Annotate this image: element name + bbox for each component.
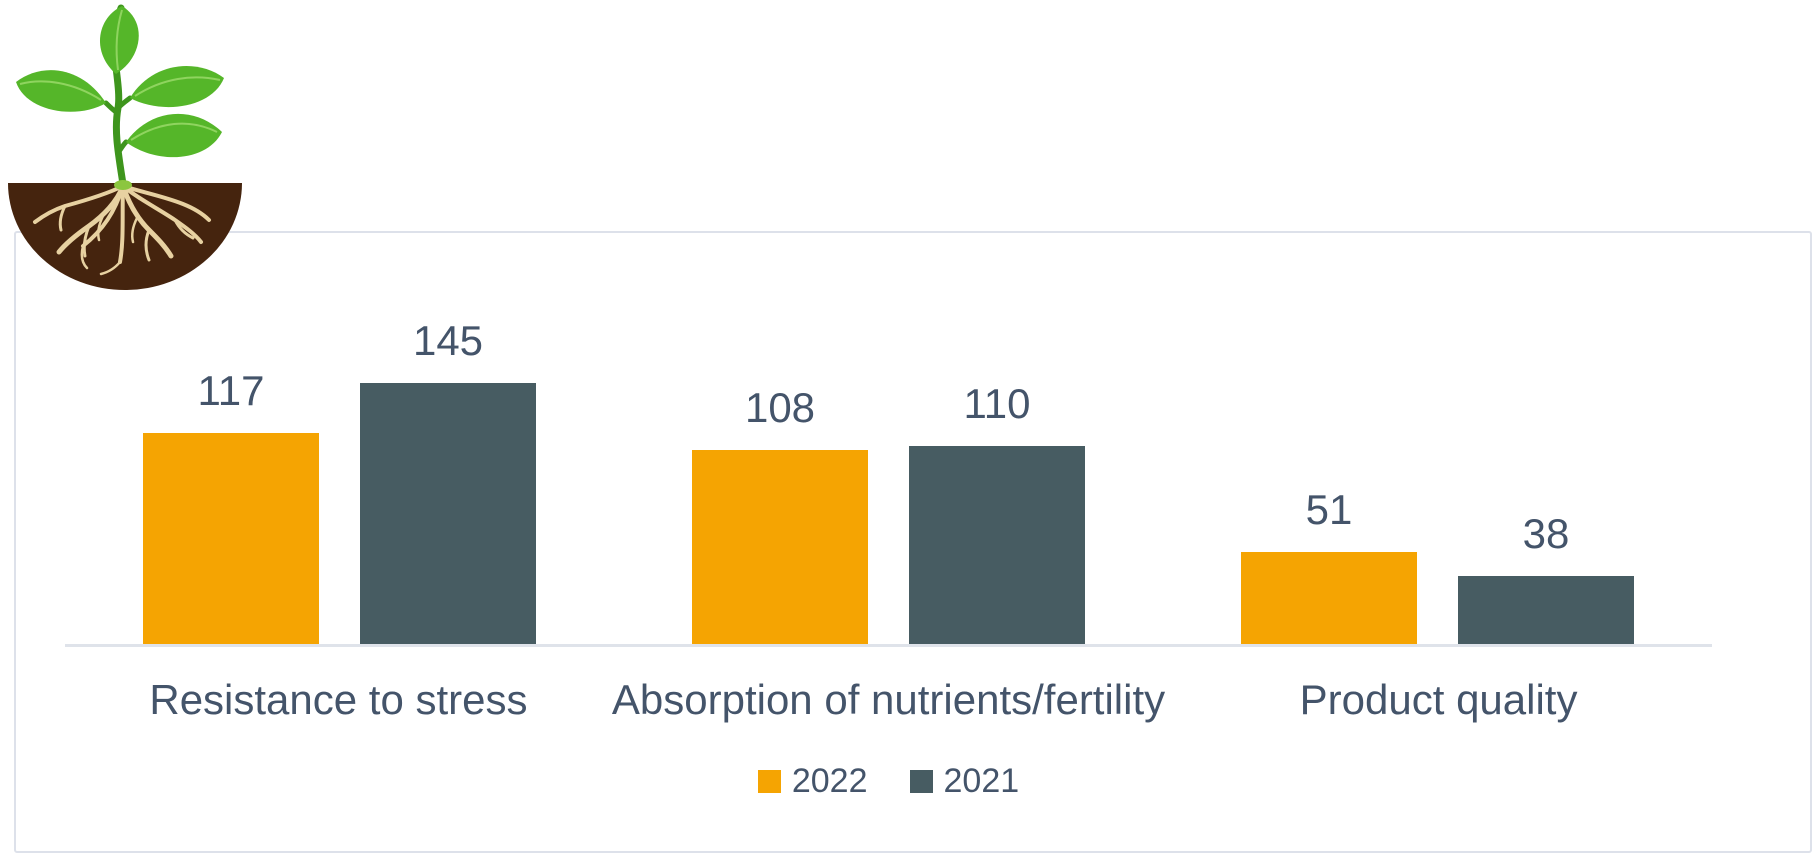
data-label: 108 xyxy=(744,384,816,431)
legend-label: 2022 xyxy=(791,762,868,800)
legend: 2022 2021 xyxy=(65,762,1712,801)
plot-area: 117 145 108 110 51 38 xyxy=(65,234,1712,644)
data-label: 117 xyxy=(197,367,265,414)
stem-base xyxy=(114,180,132,190)
legend-item: 2022 xyxy=(757,762,868,801)
bar-2022: 51 xyxy=(1241,486,1417,644)
bar-2022: 108 xyxy=(692,384,868,644)
data-label: 145 xyxy=(412,317,484,364)
legend-item: 2021 xyxy=(909,762,1020,801)
legend-label: 2021 xyxy=(943,762,1020,800)
bar-2021: 38 xyxy=(1458,510,1634,644)
data-label: 51 xyxy=(1305,486,1353,533)
bar-2021: 110 xyxy=(909,380,1085,644)
data-label: 38 xyxy=(1522,510,1570,557)
x-axis-line xyxy=(65,644,1712,647)
bar-group: 108 110 xyxy=(614,234,1163,644)
seedling-with-roots-icon xyxy=(8,4,242,290)
data-label: 110 xyxy=(963,380,1031,427)
legend-swatch xyxy=(757,770,781,793)
category-label: Absorption of nutrients/fertility xyxy=(611,676,1166,723)
bar-2021: 145 xyxy=(360,317,536,644)
category-label: Resistance to stress xyxy=(149,676,528,723)
category-axis-labels: Resistance to stress Absorption of nutrie… xyxy=(65,676,1712,724)
bar-2022: 117 xyxy=(143,367,319,644)
category-label: Product quality xyxy=(1299,676,1578,723)
bar-group: 117 145 xyxy=(65,234,614,644)
bar-group: 51 38 xyxy=(1163,234,1712,644)
legend-swatch xyxy=(909,770,933,793)
